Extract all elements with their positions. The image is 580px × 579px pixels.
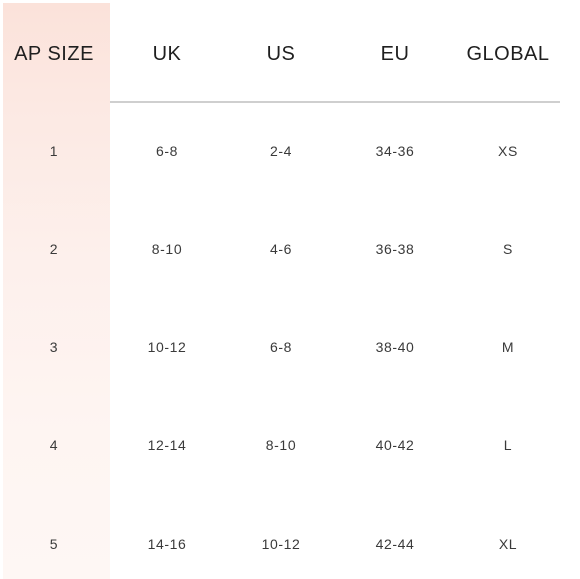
cell-global: L (503, 437, 513, 453)
cell-eu: 40-42 (375, 437, 415, 453)
cell-uk: 12-14 (147, 437, 187, 453)
cell-eu: 38-40 (375, 339, 415, 355)
ap-size-column-highlight (3, 3, 110, 579)
cell-uk: 6-8 (155, 143, 179, 159)
cell-us: 6-8 (269, 339, 293, 355)
table-row: 1 6-8 2-4 34-36 XS (0, 143, 580, 167)
table-row: 4 12-14 8-10 40-42 L (0, 437, 580, 461)
table-row: 2 8-10 4-6 36-38 S (0, 241, 580, 265)
cell-uk: 8-10 (151, 241, 183, 257)
cell-uk: 14-16 (147, 536, 187, 552)
cell-eu: 42-44 (375, 536, 415, 552)
cell-global: XL (498, 536, 518, 552)
header-uk: UK (152, 43, 182, 65)
header-ap-size: AP SIZE (14, 43, 94, 65)
cell-ap-size: 4 (49, 437, 59, 453)
table-row: 3 10-12 6-8 38-40 M (0, 339, 580, 363)
cell-global: S (503, 241, 513, 257)
cell-uk: 10-12 (147, 339, 187, 355)
cell-us: 4-6 (269, 241, 293, 257)
cell-ap-size: 2 (49, 241, 59, 257)
table-header-row: AP SIZE UK US EU GLOBAL (0, 24, 580, 80)
cell-eu: 36-38 (375, 241, 415, 257)
cell-us: 8-10 (265, 437, 297, 453)
cell-us: 2-4 (269, 143, 293, 159)
cell-us: 10-12 (261, 536, 301, 552)
header-divider (110, 101, 560, 103)
cell-eu: 34-36 (375, 143, 415, 159)
cell-global: XS (498, 143, 518, 159)
table-row: 5 14-16 10-12 42-44 XL (0, 536, 580, 560)
cell-ap-size: 1 (49, 143, 59, 159)
cell-global: M (501, 339, 515, 355)
header-eu: EU (380, 43, 410, 65)
header-global: GLOBAL (466, 43, 550, 65)
header-us: US (266, 43, 296, 65)
cell-ap-size: 5 (49, 536, 59, 552)
cell-ap-size: 3 (49, 339, 59, 355)
